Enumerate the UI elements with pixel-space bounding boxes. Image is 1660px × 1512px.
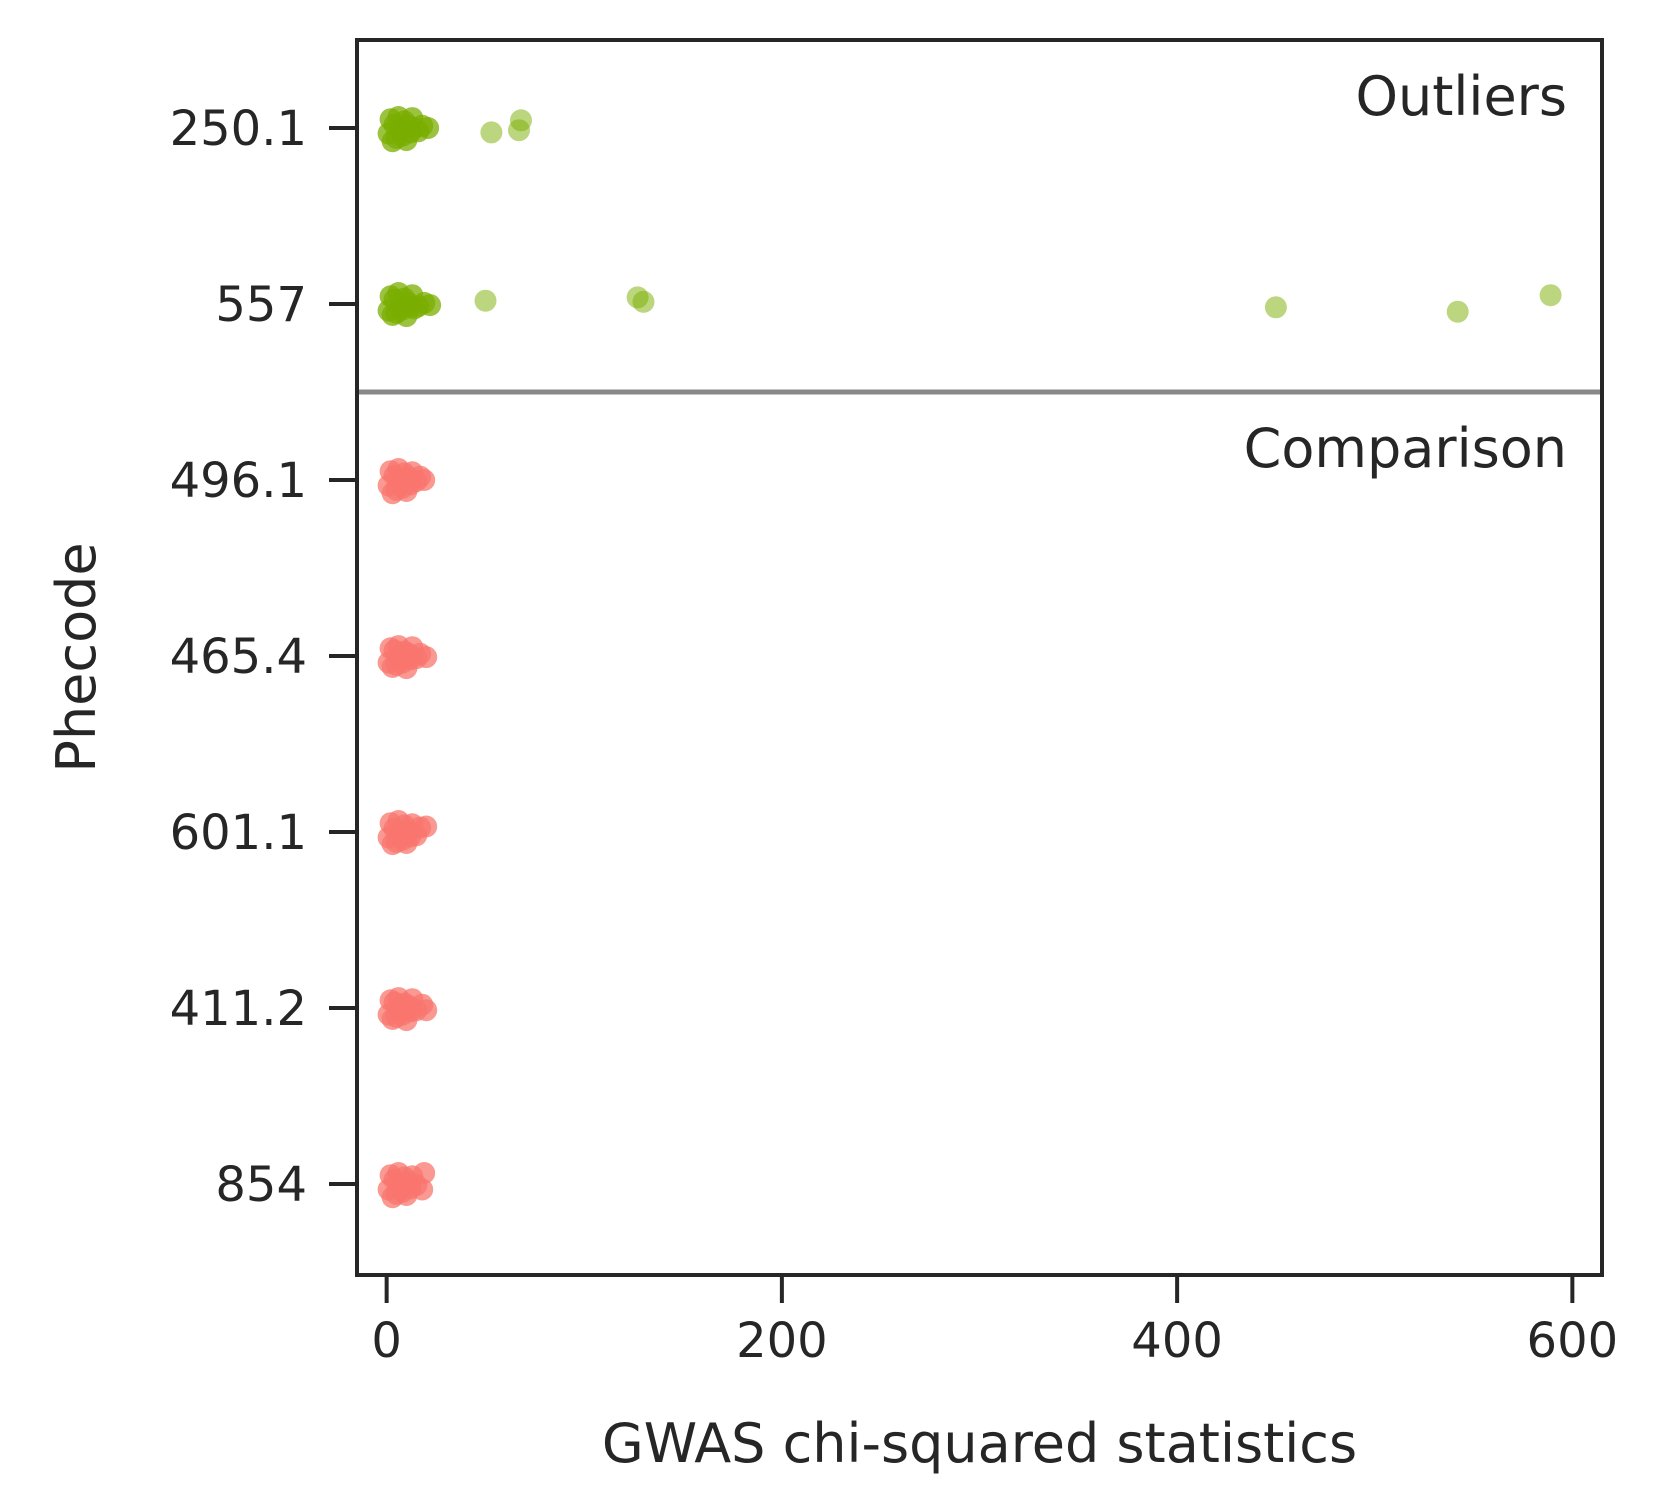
data-point-854 [413, 1162, 436, 1184]
y-tick-label: 465.4 [170, 629, 307, 685]
data-point-557 [1446, 300, 1469, 323]
data-point-250.1 [480, 121, 503, 144]
y-tick-label: 601.1 [170, 805, 307, 861]
data-point-250.1 [510, 109, 532, 132]
x-tick-label: 400 [1131, 1313, 1223, 1369]
x-tick-label: 0 [371, 1313, 402, 1369]
x-tick-label: 600 [1527, 1313, 1619, 1369]
data-point-557 [1264, 296, 1287, 319]
y-tick-label: 411.2 [170, 981, 307, 1037]
x-tick-label: 200 [736, 1313, 828, 1369]
data-point-557 [1539, 284, 1562, 307]
y-axis: 250.1 557 496.1 465.4 601.1 411.2 854 [170, 101, 357, 1213]
y-tick-label: 854 [215, 1157, 307, 1213]
outliers-group-label: Outliers [1356, 65, 1567, 128]
data-point-557 [474, 289, 497, 312]
y-tick-label: 250.1 [170, 101, 307, 157]
y-tick-label: 557 [215, 277, 307, 333]
data-point-411.2 [415, 999, 438, 1022]
data-point-465.4 [415, 646, 438, 669]
data-point-601.1 [415, 815, 438, 838]
data-point-250.1 [417, 117, 440, 139]
data-point-557 [632, 290, 655, 313]
y-tick-label: 496.1 [170, 453, 307, 509]
x-axis-label: GWAS chi-squared statistics [602, 1412, 1357, 1475]
y-axis-label: Phecode [45, 542, 108, 772]
points-layer [377, 106, 1562, 1209]
comparison-group-label: Comparison [1244, 417, 1567, 480]
data-point-557 [419, 294, 442, 317]
data-point-854 [411, 1178, 434, 1201]
plot-frame [355, 38, 1604, 1277]
data-point-496.1 [413, 469, 436, 491]
x-axis: 0 200 400 600 [371, 1275, 1618, 1369]
